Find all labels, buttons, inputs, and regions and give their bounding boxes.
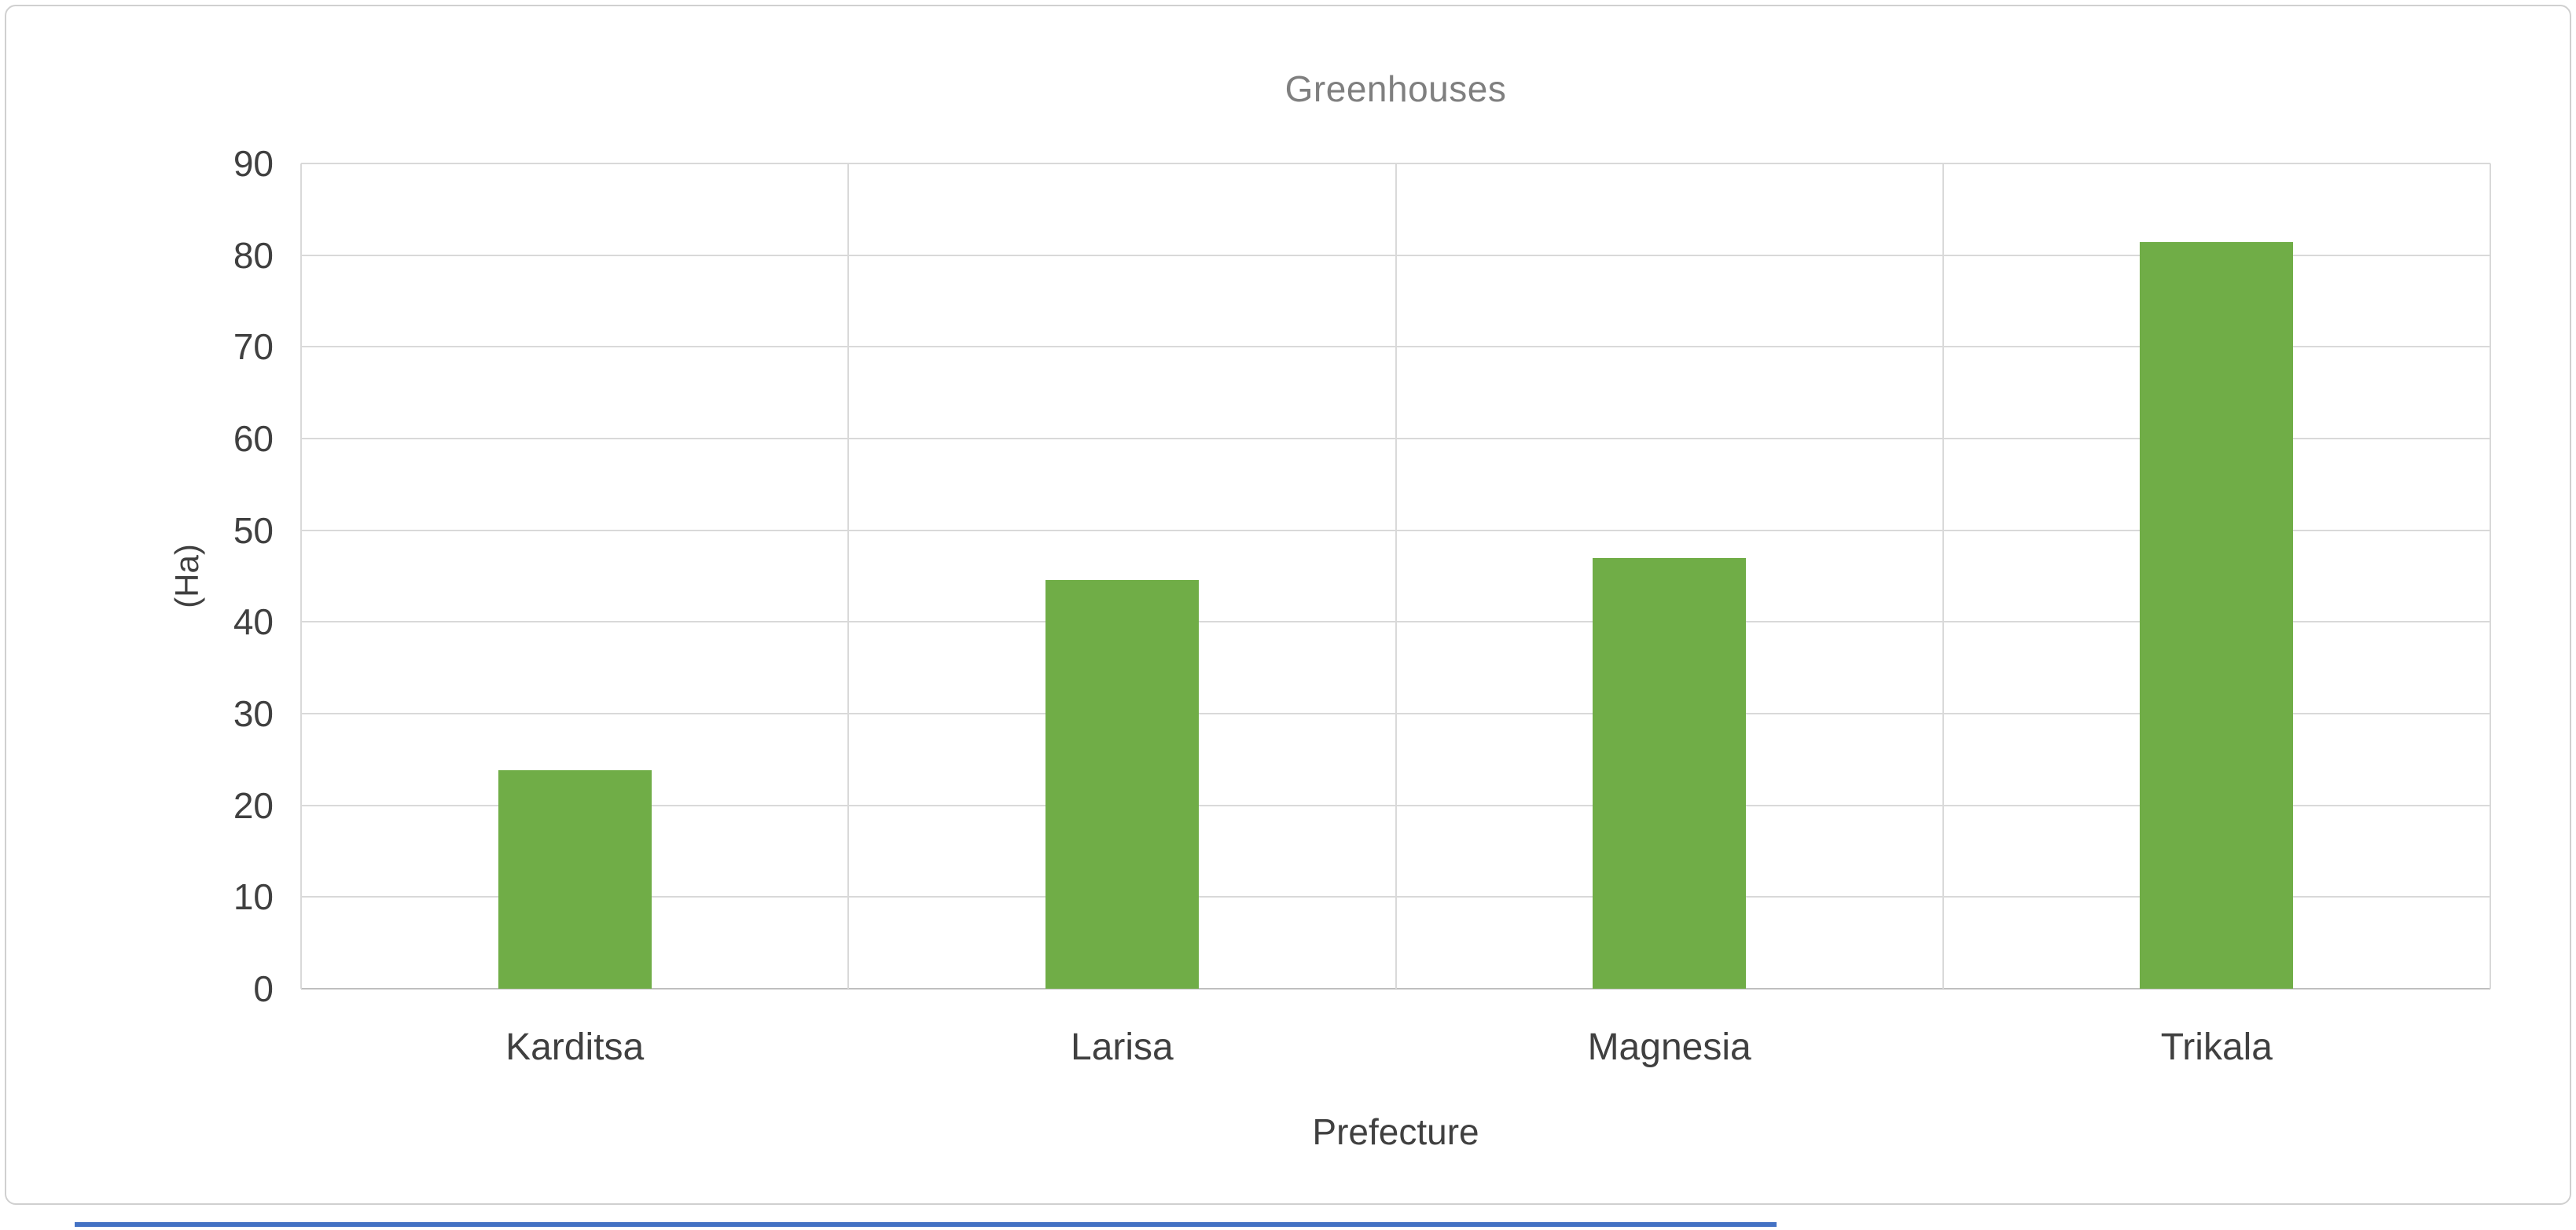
- y-tick-label: 70: [233, 326, 274, 368]
- x-axis-title: Prefecture: [1312, 1111, 1479, 1152]
- y-axis-line: [300, 163, 302, 989]
- y-tick-label: 10: [233, 876, 274, 918]
- x-category-label: Larisa: [1071, 1026, 1174, 1068]
- document-blue-line: [75, 1222, 1777, 1227]
- gridline-vertical: [1395, 163, 1397, 989]
- x-category-label: Karditsa: [505, 1026, 645, 1068]
- y-tick-label: 60: [233, 418, 274, 459]
- y-tick-label: 20: [233, 784, 274, 826]
- y-tick-label: 40: [233, 601, 274, 643]
- x-category-label: Trikala: [2160, 1026, 2273, 1068]
- y-tick-label: 50: [233, 509, 274, 551]
- y-tick-label: 30: [233, 693, 274, 734]
- chart-title: Greenhouses: [1284, 68, 1507, 109]
- x-category-label: Magnesia: [1587, 1026, 1751, 1068]
- bar-trikala: [2140, 242, 2294, 989]
- bar-magnesia: [1593, 557, 1747, 989]
- y-tick-label: 90: [233, 143, 274, 184]
- gridline-vertical: [1942, 163, 1944, 989]
- x-axis-line: [301, 988, 2490, 990]
- gridline-vertical: [847, 163, 850, 989]
- bar-larisa: [1045, 579, 1199, 989]
- plot-area: 0 10 20 30 40 50 60 70 80 90 Karditsa Larisa Magnesi…: [233, 143, 2491, 1068]
- chart-frame: Greenhouses (Ha) 0 10 20 30 40 50 60 70 80 90 Kard…: [5, 5, 2571, 1205]
- y-tick-label: 0: [253, 968, 274, 1009]
- bar-karditsa: [498, 770, 652, 989]
- gridline-vertical: [2490, 163, 2491, 989]
- y-tick-label: 80: [233, 234, 274, 276]
